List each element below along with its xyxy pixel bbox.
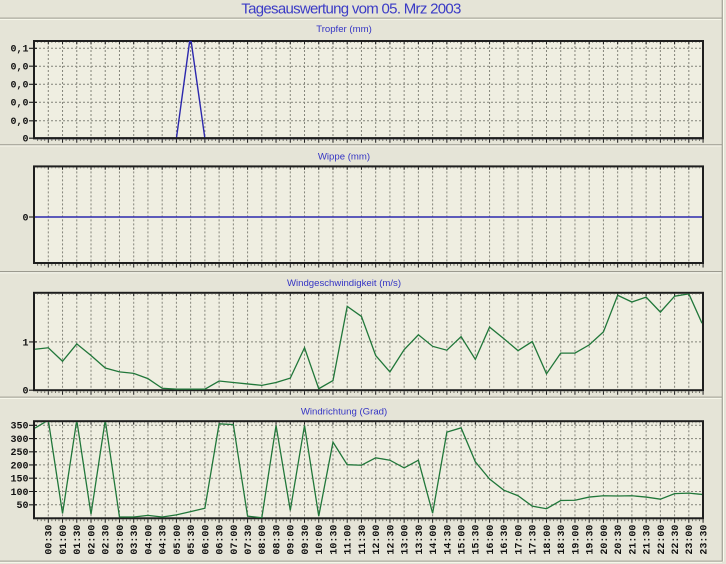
svg-text:0,0: 0,0: [10, 117, 28, 128]
svg-text:08:30: 08:30: [272, 525, 283, 555]
svg-text:Tropfer (mm): Tropfer (mm): [316, 24, 372, 35]
svg-text:05:00: 05:00: [173, 525, 184, 555]
svg-text:0: 0: [22, 135, 28, 146]
svg-text:0,1: 0,1: [10, 45, 28, 56]
svg-text:50: 50: [16, 501, 28, 512]
svg-text:03:30: 03:30: [130, 525, 141, 555]
svg-text:09:30: 09:30: [301, 525, 312, 555]
svg-text:04:30: 04:30: [159, 525, 170, 555]
svg-text:Tagesauswertung vom 05. Mrz 20: Tagesauswertung vom 05. Mrz 2003: [241, 1, 461, 18]
svg-text:14:30: 14:30: [443, 525, 454, 555]
svg-text:07:00: 07:00: [230, 525, 241, 555]
svg-text:18:30: 18:30: [557, 525, 568, 555]
svg-text:0,0: 0,0: [10, 99, 28, 110]
svg-text:21:30: 21:30: [643, 525, 654, 555]
svg-text:13:00: 13:00: [401, 525, 412, 555]
svg-text:04:00: 04:00: [144, 525, 155, 555]
svg-text:16:00: 16:00: [486, 525, 497, 555]
svg-text:22:00: 22:00: [657, 525, 668, 555]
svg-text:100: 100: [10, 488, 28, 499]
svg-text:200: 200: [10, 461, 28, 472]
svg-text:350: 350: [10, 422, 28, 433]
svg-text:01:00: 01:00: [59, 525, 70, 555]
svg-text:17:00: 17:00: [514, 525, 525, 555]
svg-text:05:30: 05:30: [187, 525, 198, 555]
svg-text:19:30: 19:30: [586, 525, 597, 555]
svg-text:17:30: 17:30: [529, 525, 540, 555]
svg-text:14:00: 14:00: [429, 525, 440, 555]
svg-text:02:00: 02:00: [87, 525, 98, 555]
svg-text:12:30: 12:30: [386, 525, 397, 555]
svg-text:00:30: 00:30: [45, 525, 56, 555]
svg-text:23:00: 23:00: [685, 525, 696, 555]
svg-text:0: 0: [22, 213, 28, 224]
svg-text:20:00: 20:00: [600, 525, 611, 555]
svg-text:15:00: 15:00: [457, 525, 468, 555]
svg-text:01:30: 01:30: [73, 525, 84, 555]
svg-text:10:30: 10:30: [329, 525, 340, 555]
svg-text:Windgeschwindigkeit (m/s): Windgeschwindigkeit (m/s): [287, 278, 401, 289]
svg-text:21:00: 21:00: [628, 525, 639, 555]
svg-text:300: 300: [10, 435, 28, 446]
svg-text:150: 150: [10, 475, 28, 486]
svg-text:Wippe (mm): Wippe (mm): [318, 151, 370, 162]
svg-text:23:30: 23:30: [699, 525, 710, 555]
svg-text:12:00: 12:00: [372, 525, 383, 555]
svg-text:15:30: 15:30: [472, 525, 483, 555]
svg-text:20:30: 20:30: [614, 525, 625, 555]
svg-text:0,0: 0,0: [10, 81, 28, 92]
svg-text:10:00: 10:00: [315, 525, 326, 555]
svg-text:19:00: 19:00: [571, 525, 582, 555]
svg-text:06:00: 06:00: [201, 525, 212, 555]
svg-text:02:30: 02:30: [102, 525, 113, 555]
svg-text:22:30: 22:30: [671, 525, 682, 555]
svg-text:13:30: 13:30: [415, 525, 426, 555]
svg-text:250: 250: [10, 448, 28, 459]
svg-text:1: 1: [22, 338, 28, 349]
svg-text:16:30: 16:30: [500, 525, 511, 555]
svg-text:0: 0: [22, 387, 28, 398]
svg-text:06:30: 06:30: [216, 525, 227, 555]
svg-text:07:30: 07:30: [244, 525, 255, 555]
svg-text:08:00: 08:00: [258, 525, 269, 555]
svg-text:09:00: 09:00: [287, 525, 298, 555]
svg-text:0,0: 0,0: [10, 63, 28, 74]
svg-text:18:00: 18:00: [543, 525, 554, 555]
svg-text:03:00: 03:00: [116, 525, 127, 555]
svg-text:Windrichtung (Grad): Windrichtung (Grad): [301, 407, 387, 418]
svg-text:11:00: 11:00: [344, 525, 355, 555]
svg-text:11:30: 11:30: [358, 525, 369, 555]
